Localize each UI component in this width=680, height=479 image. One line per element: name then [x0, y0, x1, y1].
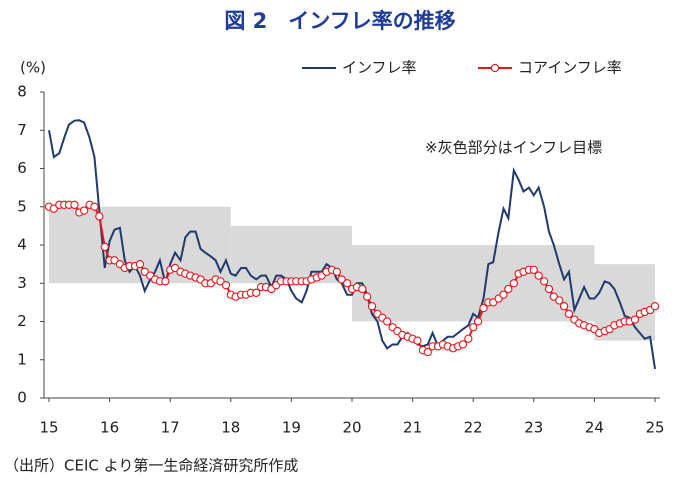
series-marker [489, 298, 498, 307]
y-tick-label: 8 [17, 83, 27, 101]
y-tick-label: 3 [17, 274, 27, 292]
x-tick-label: 23 [524, 419, 543, 437]
series-marker [252, 288, 261, 297]
x-tick-label: 21 [403, 419, 422, 437]
series-marker [216, 277, 225, 286]
series-marker [362, 292, 372, 301]
series-marker [630, 315, 640, 324]
y-axis-label: (%) [20, 59, 46, 77]
x-tick-label: 15 [39, 419, 58, 437]
series-marker [499, 290, 508, 299]
series-marker [95, 212, 104, 221]
legend-label: インフレ率 [342, 59, 417, 77]
series-marker [90, 202, 99, 211]
series-marker [70, 200, 79, 209]
y-tick-label: 5 [17, 197, 27, 215]
series-marker [423, 347, 432, 357]
series-marker [100, 242, 109, 252]
series-marker [161, 277, 170, 286]
series-marker [479, 303, 488, 313]
y-tick-label: 4 [17, 236, 27, 254]
series-marker [221, 281, 231, 290]
series-marker [110, 256, 119, 265]
y-tick-label: 1 [17, 350, 27, 368]
source: （出所）CEIC より第一生命経済研究所作成 [4, 457, 298, 475]
annotation: ※灰色部分はインフレ目標 [425, 139, 602, 157]
series-marker [555, 296, 564, 305]
target-band [49, 206, 231, 284]
series-marker [504, 284, 513, 294]
y-tick-label: 0 [17, 389, 27, 407]
y-tick-label: 7 [17, 121, 27, 139]
x-tick-label: 22 [464, 419, 483, 437]
series-marker [49, 204, 58, 213]
series-marker [650, 302, 660, 311]
series-marker [544, 284, 554, 294]
series-marker [464, 334, 473, 343]
y-tick-label: 2 [17, 312, 27, 330]
x-tick-label: 24 [585, 419, 604, 437]
series-marker [413, 336, 422, 345]
series-marker [343, 279, 352, 288]
series-marker [135, 259, 145, 269]
bands [49, 206, 655, 341]
x-tick-label: 18 [221, 419, 240, 437]
series-marker [458, 340, 468, 349]
target-band [352, 245, 595, 322]
series-marker [564, 309, 574, 318]
series-marker [337, 275, 346, 284]
x-tick-label: 25 [645, 419, 664, 437]
series-marker [79, 206, 89, 215]
series-marker [534, 271, 543, 280]
x-tick-label: 20 [342, 419, 361, 437]
series-marker [559, 302, 569, 311]
x-tick-label: 17 [161, 419, 180, 437]
series-marker [382, 317, 392, 326]
x-tick-label: 16 [100, 419, 119, 437]
series-marker [140, 267, 149, 276]
series-marker [509, 279, 518, 288]
series-marker [332, 267, 341, 276]
y-tick-label: 6 [17, 159, 27, 177]
chart-title: 図 2 インフレ率の推移 [224, 9, 455, 33]
series-marker [473, 317, 483, 326]
legend-label: コアインフレ率 [518, 59, 622, 77]
series-marker [367, 302, 377, 311]
series-marker [539, 277, 549, 286]
series-marker [358, 284, 367, 294]
legend: インフレ率 コアインフレ率 [302, 59, 622, 77]
series-marker [549, 292, 558, 301]
series-marker [529, 265, 538, 275]
series-marker [469, 323, 478, 332]
legend-marker [490, 63, 500, 73]
x-tick-label: 19 [282, 419, 301, 437]
lines [44, 119, 660, 370]
series-marker [170, 263, 180, 273]
